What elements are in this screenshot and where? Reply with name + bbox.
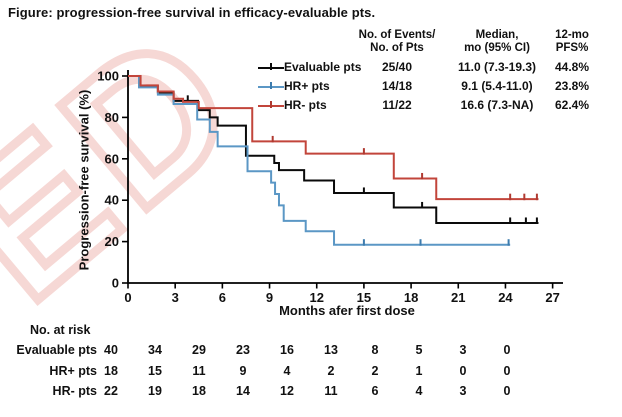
- x-tick-label: 3: [172, 290, 179, 305]
- risk-count: 2: [371, 364, 379, 378]
- risk-count: 0: [503, 364, 511, 378]
- risk-count: 0: [459, 364, 467, 378]
- risk-count: 14: [236, 384, 250, 398]
- risk-count: 29: [192, 343, 206, 357]
- risk-count: 12: [280, 384, 294, 398]
- x-tick-label: 6: [219, 290, 226, 305]
- risk-count: 8: [371, 343, 379, 357]
- x-axis-label: Months afer first dose: [279, 303, 415, 318]
- risk-row-label: Evaluable pts: [16, 343, 97, 357]
- legend-key-evaluable-icon: [258, 62, 284, 70]
- legend-median-evaluable: 11.0 (7.3-19.3): [457, 59, 537, 74]
- risk-count: 6: [371, 384, 379, 398]
- legend-header-median: Median, mo (95% CI): [464, 29, 530, 54]
- y-tick-label: 80: [105, 110, 119, 125]
- legend-pfs-hrneg: 62.4%: [554, 97, 590, 112]
- legend-events-hrpos: 14/18: [381, 78, 413, 93]
- legend-label-hrpos: HR+ pts: [284, 78, 330, 93]
- risk-count: 0: [503, 384, 511, 398]
- risk-count: 18: [192, 384, 206, 398]
- risk-count: 15: [148, 364, 162, 378]
- risk-count: 13: [324, 343, 338, 357]
- risk-row-hrpos: HR+ pts 18 15 11 9 4 2 2 1 0 0: [0, 364, 622, 380]
- legend-label-hrneg: HR- pts: [284, 97, 327, 112]
- risk-row-label: HR- pts: [52, 384, 97, 398]
- y-tick-label: 100: [97, 69, 119, 84]
- risk-count: 4: [283, 364, 291, 378]
- y-tick-label: 60: [105, 151, 119, 166]
- risk-count: 40: [104, 343, 118, 357]
- risk-count: 2: [327, 364, 335, 378]
- legend-header-pfs: 12-mo PFS%: [555, 29, 589, 54]
- risk-count: 34: [148, 343, 162, 357]
- risk-row-evaluable: Evaluable pts 40 34 29 23 16 13 8 5 3 0: [0, 343, 622, 359]
- legend-key-hrpos-icon: [258, 81, 284, 89]
- figure-title: Figure: progression-free survival in eff…: [8, 5, 376, 20]
- curve-hr-pts: [128, 75, 539, 201]
- risk-count: 3: [459, 384, 467, 398]
- risk-count: 1: [415, 364, 423, 378]
- risk-count: 11: [192, 364, 206, 378]
- legend-median-hrneg: 16.6 (7.3-NA): [460, 97, 534, 112]
- risk-count: 9: [239, 364, 247, 378]
- risk-table-title: No. at risk: [30, 323, 91, 337]
- risk-count: 0: [503, 343, 511, 357]
- x-tick-label: 21: [451, 290, 465, 305]
- legend-events-evaluable: 25/40: [381, 59, 413, 74]
- x-tick-label: 18: [404, 290, 418, 305]
- risk-count: 22: [104, 384, 118, 398]
- x-tick-label: 9: [266, 290, 273, 305]
- risk-row-label: HR+ pts: [49, 364, 97, 378]
- risk-count: 19: [148, 384, 162, 398]
- risk-count: 4: [415, 384, 423, 398]
- watermark: ED: [0, 0, 281, 340]
- legend-key-hrneg-icon: [258, 100, 284, 108]
- y-axis-label: Progression-free survival (%): [76, 89, 92, 271]
- legend-median-hrpos: 9.1 (5.4-11.0): [461, 78, 533, 93]
- y-tick-label: 0: [112, 276, 119, 291]
- risk-count: 23: [236, 343, 250, 357]
- risk-row-hrneg: HR- pts 22 19 18 14 12 11 6 4 3 0: [0, 384, 622, 400]
- legend-events-hrneg: 11/22: [382, 97, 412, 112]
- x-tick-label: 0: [124, 290, 131, 305]
- x-tick-label: 27: [545, 290, 559, 305]
- legend-table: No. of Events/No. of Pts Median, mo (95% …: [246, 29, 592, 114]
- x-tick-label: 12: [309, 290, 323, 305]
- legend-pfs-hrpos: 23.8%: [554, 78, 590, 93]
- y-tick-label: 20: [105, 234, 119, 249]
- legend-label-evaluable: Evaluable pts: [284, 59, 362, 74]
- y-tick-label: 40: [105, 193, 119, 208]
- risk-count: 5: [415, 343, 423, 357]
- legend-pfs-evaluable: 44.8%: [554, 59, 590, 74]
- x-tick-label: 15: [357, 290, 371, 305]
- risk-count: 18: [104, 364, 118, 378]
- x-tick-label: 24: [498, 290, 513, 305]
- curve-hr-pts: [128, 75, 511, 246]
- risk-count: 11: [324, 384, 338, 398]
- legend-header-events: No. of Events/No. of Pts: [358, 29, 436, 54]
- risk-count: 16: [280, 343, 294, 357]
- risk-count: 3: [459, 343, 467, 357]
